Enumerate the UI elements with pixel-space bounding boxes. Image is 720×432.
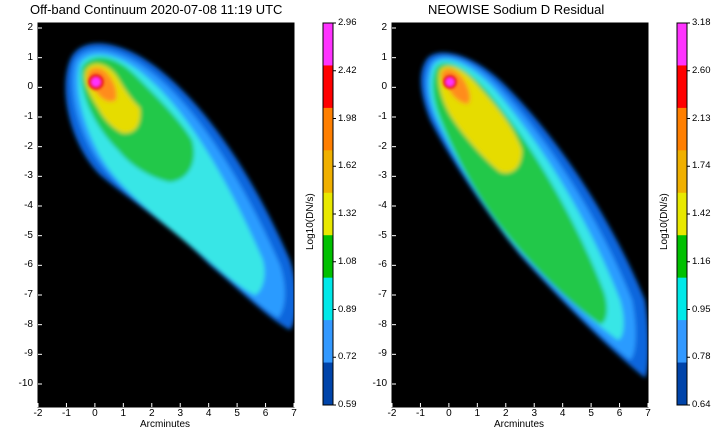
left-panel-title: Off-band Continuum 2020-07-08 11:19 UTC xyxy=(30,2,283,17)
y-tick-label: -1 xyxy=(24,111,33,122)
y-tick-label: 1 xyxy=(381,51,387,63)
y-tick-label: -3 xyxy=(378,170,387,182)
colorbar-value-label: 1.08 xyxy=(338,255,357,267)
y-tick-label: -7 xyxy=(378,289,387,300)
y-tick-label: -4 xyxy=(378,200,387,211)
x-tick-label: 0 xyxy=(446,408,452,419)
left-x-axis-title: Arcminutes xyxy=(140,419,191,430)
colorbar-value-label: 0.59 xyxy=(338,399,357,410)
x-tick-label: -2 xyxy=(387,408,397,419)
x-tick-label: 3 xyxy=(531,408,537,419)
x-tick-label: 5 xyxy=(588,408,594,419)
y-tick-label: 1 xyxy=(27,51,33,63)
colorbar-value-label: 2.60 xyxy=(692,64,711,76)
y-tick-label: -6 xyxy=(24,259,33,271)
colorbar-value-label: 0.89 xyxy=(338,303,357,315)
x-tick-label: 6 xyxy=(262,408,269,419)
y-tick-label: 2 xyxy=(381,22,387,33)
x-tick-label: -2 xyxy=(33,408,43,419)
x-tick-label: 5 xyxy=(234,408,240,419)
right-panel-title: NEOWISE Sodium D Residual xyxy=(428,2,605,17)
colorbar-segment xyxy=(323,23,333,66)
colorbar-value-label: 1.62 xyxy=(338,160,357,172)
y-tick-label: -5 xyxy=(24,229,33,241)
colorbar-value-label: 1.98 xyxy=(338,112,357,124)
y-tick-label: -3 xyxy=(24,170,33,182)
colorbar-segment xyxy=(677,107,687,151)
colorbar-value-label: 1.74 xyxy=(692,160,711,172)
colorbar-segment xyxy=(677,320,687,364)
colorbar-value-label: 2.13 xyxy=(692,112,711,124)
x-tick-label: 7 xyxy=(645,408,651,419)
x-tick-label: -1 xyxy=(61,408,71,419)
colorbar-segment xyxy=(677,277,687,321)
colorbar-segment xyxy=(323,235,333,279)
y-tick-label: -10 xyxy=(18,378,33,389)
x-tick-label: 7 xyxy=(291,408,297,419)
colorbar-segment xyxy=(323,107,333,151)
x-tick-label: 2 xyxy=(502,408,509,419)
y-tick-label: -8 xyxy=(378,318,387,330)
x-tick-label: 4 xyxy=(559,408,566,419)
colorbar-value-label: 2.96 xyxy=(338,17,357,28)
right-colorbar xyxy=(676,22,690,406)
left-comet-image xyxy=(38,23,294,407)
y-tick-label: -6 xyxy=(378,259,387,271)
y-tick-label: 0 xyxy=(381,81,387,93)
colorbar-segment xyxy=(677,23,687,66)
right-x-axis-title: Arcminutes xyxy=(494,419,545,430)
colorbar-segment xyxy=(323,277,333,321)
y-tick-label: -8 xyxy=(24,318,33,330)
y-tick-label: -9 xyxy=(24,348,33,360)
y-tick-label: -1 xyxy=(378,111,387,122)
colorbar-segment xyxy=(677,65,687,109)
x-tick-label: 1 xyxy=(120,408,127,419)
x-tick-label: 3 xyxy=(177,408,183,419)
colorbar-value-label: 0.78 xyxy=(692,351,711,363)
y-tick-label: 0 xyxy=(27,81,33,93)
x-tick-label: -1 xyxy=(415,408,425,419)
colorbar-segment xyxy=(677,362,687,406)
y-tick-label: -9 xyxy=(378,348,387,360)
x-tick-label: 1 xyxy=(474,408,481,419)
colorbar-value-label: 1.42 xyxy=(692,208,711,219)
right-comet-image xyxy=(392,23,648,407)
y-tick-label: -7 xyxy=(24,289,33,300)
colorbar-segment xyxy=(677,235,687,279)
colorbar-segment xyxy=(677,150,687,194)
right-colorbar-title: Log10(DN/s) xyxy=(659,193,670,250)
colorbar-value-label: 1.32 xyxy=(338,208,357,219)
left-colorbar xyxy=(322,22,336,406)
x-tick-label: 0 xyxy=(92,408,98,419)
x-tick-label: 2 xyxy=(148,408,155,419)
y-tick-label: -5 xyxy=(378,229,387,241)
y-tick-label: -2 xyxy=(24,140,33,152)
colorbar-segment xyxy=(323,362,333,406)
colorbar-segment xyxy=(677,192,687,236)
colorbar-segment xyxy=(323,150,333,194)
left-plot-frame xyxy=(37,22,295,408)
colorbar-value-label: 2.42 xyxy=(338,64,357,76)
x-tick-label: 4 xyxy=(205,408,212,419)
x-tick-label: 6 xyxy=(616,408,623,419)
colorbar-value-label: 0.95 xyxy=(692,303,711,315)
y-tick-label: 2 xyxy=(27,22,33,33)
right-plot-frame xyxy=(391,22,649,408)
colorbar-value-label: 0.64 xyxy=(692,399,711,410)
y-tick-label: -2 xyxy=(378,140,387,152)
colorbar-segment xyxy=(323,192,333,236)
y-tick-label: -4 xyxy=(24,200,33,211)
colorbar-segment xyxy=(323,65,333,109)
colorbar-value-label: 0.72 xyxy=(338,351,357,363)
colorbar-segment xyxy=(323,320,333,364)
left-colorbar-title: Log10(DN/s) xyxy=(305,193,316,250)
colorbar-value-label: 1.16 xyxy=(692,255,711,267)
colorbar-value-label: 3.18 xyxy=(692,17,711,28)
y-tick-label: -10 xyxy=(372,378,387,389)
